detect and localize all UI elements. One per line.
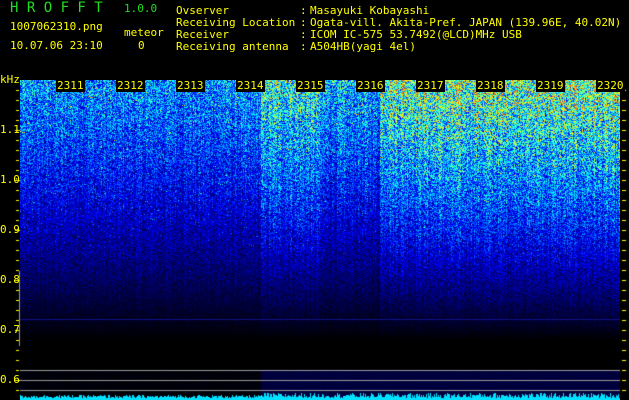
info-sep: : (300, 4, 307, 17)
info-label: Ovserver (176, 4, 229, 17)
info-value: ICOM IC-575 53.7492(@LCD)MHz USB (310, 28, 522, 41)
app-version: 1.0.0 (124, 2, 158, 15)
info-value: Ogata-vill. Akita-Pref. JAPAN (139.96E, … (310, 16, 622, 29)
y-tick-label: 0.6 (0, 373, 20, 386)
minute-label: 2313 (176, 79, 205, 92)
minute-label: 2312 (116, 79, 145, 92)
app-title: H R O F F T (10, 0, 103, 16)
y-tick-label: 0.8 (0, 273, 20, 286)
meteor-label: meteor (124, 26, 164, 39)
info-value: A504HB(yagi 4el) (310, 40, 416, 53)
info-label: Receiver (176, 28, 229, 41)
file-name: 1007062310.png (10, 20, 103, 33)
minute-label: 2311 (56, 79, 85, 92)
minute-label: 2318 (476, 79, 505, 92)
info-value: Masayuki Kobayashi (310, 4, 430, 17)
axis-unit: kHz (0, 73, 20, 86)
info-label: Receiving Location (176, 16, 296, 29)
y-tick-label: 1.1 (0, 123, 20, 136)
y-tick-label: 0.7 (0, 323, 20, 336)
minute-label: 2314 (236, 79, 265, 92)
file-datetime: 10.07.06 23:10 (10, 39, 103, 52)
info-label: Receiving antenna (176, 40, 289, 53)
minute-label: 2319 (536, 79, 565, 92)
minute-label: 2320 (596, 79, 625, 92)
minute-label: 2315 (296, 79, 325, 92)
axis-overlay (0, 70, 629, 400)
minute-label: 2316 (356, 79, 385, 92)
y-tick-label: 1.0 (0, 173, 20, 186)
info-sep: : (300, 40, 307, 53)
y-tick-label: 0.9 (0, 223, 20, 236)
info-sep: : (300, 28, 307, 41)
meteor-count: 0 (138, 39, 145, 52)
info-sep: : (300, 16, 307, 29)
minute-label: 2317 (416, 79, 445, 92)
